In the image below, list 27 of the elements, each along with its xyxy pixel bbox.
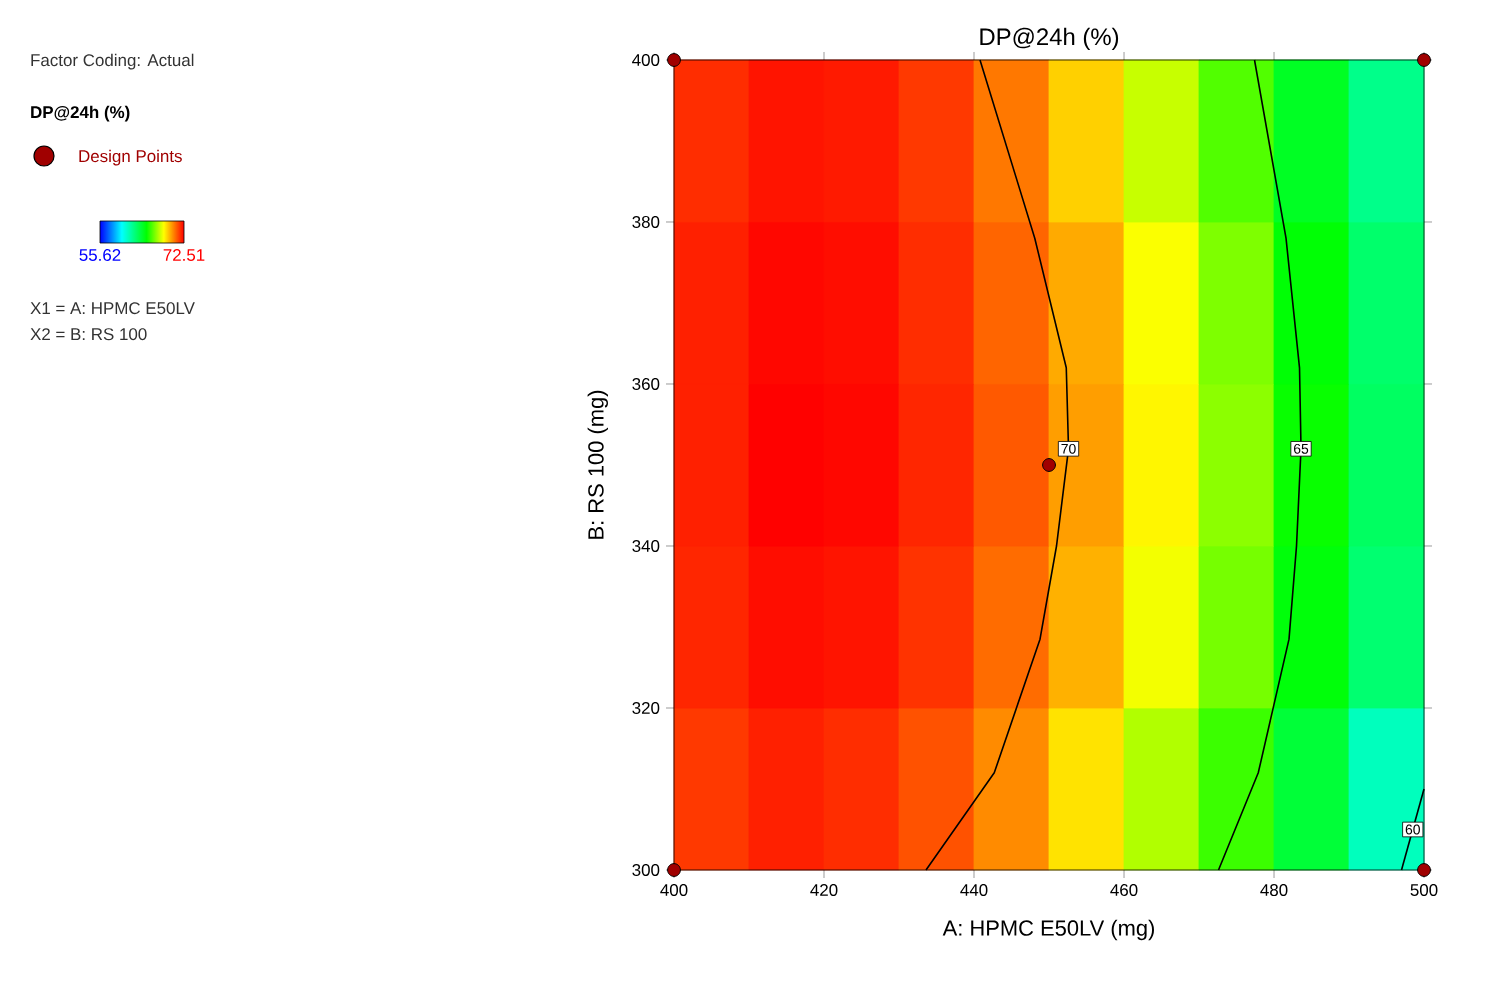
color-bar-label: 72.51 <box>163 249 205 262</box>
y-axis-title: B: RS 100 (mg) <box>587 390 608 539</box>
text: X2 = B: RS 100 <box>30 328 147 341</box>
x-axis-title: A: HPMC E50LV (mg) <box>942 919 1154 941</box>
text: X1 = A: HPMC E50LV <box>30 302 195 315</box>
color-bar-label: 55.62 <box>79 249 121 262</box>
point <box>1417 53 1431 67</box>
y-tick-label: 320 <box>632 702 660 714</box>
chart-title: DP@24h (%) <box>980 27 1119 50</box>
legend-label: Design Points <box>79 149 182 166</box>
x-tick-label: 440 <box>960 884 988 897</box>
y-tick-label: 400 <box>632 54 660 66</box>
legend-title: DP@24h (%) <box>31 105 130 122</box>
x-tick-label: 400 <box>660 884 688 897</box>
x-tick-label: 500 <box>1410 884 1438 897</box>
point <box>667 53 681 67</box>
y-tick-label: 360 <box>632 378 660 390</box>
text: Factor Coding: Actual <box>31 53 194 70</box>
x-tick-label: 480 <box>1260 884 1288 897</box>
point <box>1042 458 1056 472</box>
y-tick-label: 340 <box>632 540 660 552</box>
point <box>667 863 681 877</box>
x-tick-label: 460 <box>1110 884 1138 897</box>
y-tick-label: 380 <box>632 216 660 228</box>
x-tick-label: 420 <box>810 884 838 897</box>
y-tick-label: 300 <box>632 864 660 876</box>
point <box>1417 863 1431 877</box>
